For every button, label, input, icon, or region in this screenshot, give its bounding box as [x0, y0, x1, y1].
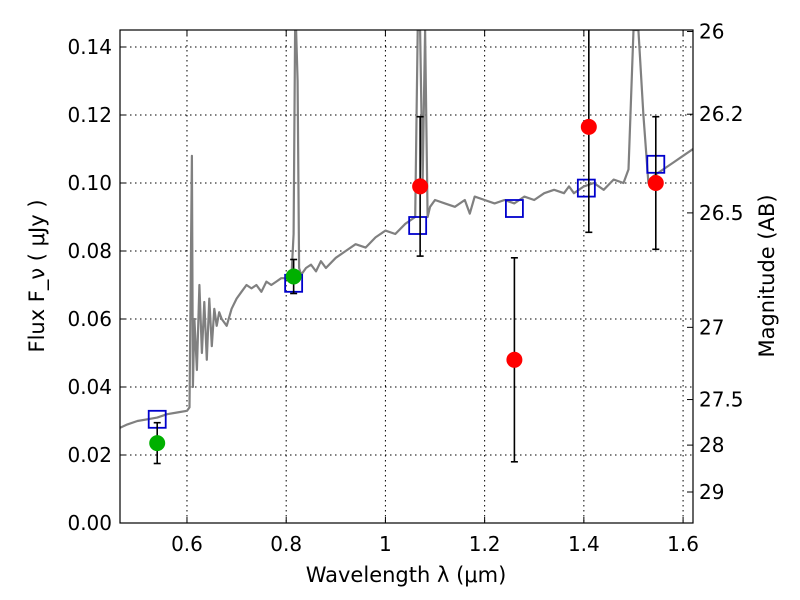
spectrum-line	[120, 30, 693, 429]
y-tick-label: 0.00	[67, 511, 112, 535]
observed-point-red	[647, 175, 664, 191]
y-tick-label: 0.04	[67, 375, 112, 399]
mag-tick-label: 26.5	[699, 201, 744, 225]
x-tick-label: 1	[379, 532, 392, 556]
observed-point-green	[149, 435, 166, 452]
mag-tick-label: 29	[699, 480, 724, 504]
mag-tick-label: 27	[699, 315, 724, 339]
y-tick-label: 0.08	[67, 239, 112, 263]
y-tick-label: 0.02	[67, 443, 112, 467]
observed-point-red	[506, 351, 523, 368]
x-axis-label: Wavelength λ (μm)	[306, 563, 507, 587]
ticks: 0.6 0.8 1 1.2 1.4 1.6 0.00 0.02 0.04 0.06 0.08 0.10…	[67, 20, 743, 556]
x-tick-label: 1.2	[469, 532, 501, 556]
markers	[147, 30, 666, 465]
observed-point-red	[412, 178, 429, 195]
y-axis-label: Flux F_ν ( μJy )	[25, 199, 50, 352]
model-photometry-square	[408, 216, 428, 235]
right-axis-label: Magnitude (AB)	[755, 194, 779, 357]
y-tick-label: 0.10	[67, 171, 112, 195]
x-tick-label: 1.6	[667, 532, 699, 556]
plot-frame	[119, 29, 694, 524]
mag-tick-label: 26.2	[699, 102, 744, 126]
observed-point-red	[580, 118, 597, 135]
y-tick-label: 0.06	[67, 307, 112, 331]
plot-area	[120, 30, 693, 429]
x-tick-label: 0.8	[270, 532, 302, 556]
mag-tick-label: 26	[699, 20, 724, 44]
x-tick-label: 0.6	[171, 532, 203, 556]
y-tick-label: 0.12	[67, 103, 112, 127]
mag-tick-label: 27.5	[699, 388, 744, 412]
model-photometry-square	[505, 199, 524, 218]
x-tick-label: 1.4	[568, 532, 600, 556]
observed-point-green	[285, 268, 302, 285]
y-tick-label: 0.14	[67, 35, 112, 59]
mag-tick-label: 28	[699, 433, 724, 457]
model-photometry-square	[576, 178, 596, 198]
